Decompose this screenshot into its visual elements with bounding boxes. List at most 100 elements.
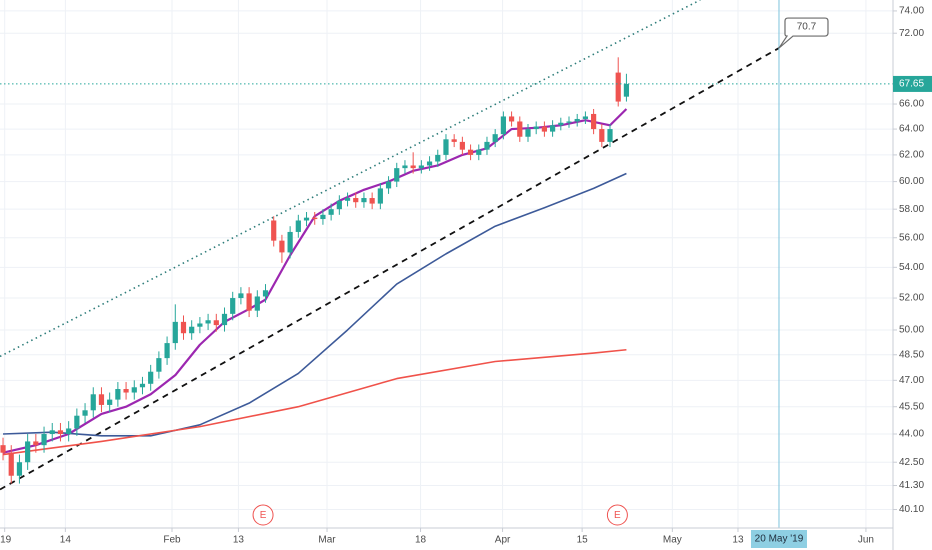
moving-average-line: [2, 348, 627, 456]
y-tick-label: 44.00: [899, 429, 924, 440]
candle-body: [25, 441, 31, 463]
x-tick-label: '19: [0, 535, 12, 546]
candle-body: [377, 188, 383, 204]
x-tick-label: Feb: [163, 535, 181, 546]
y-tick-label: 74.00: [899, 6, 924, 17]
candle-body: [443, 139, 449, 155]
plot-area: 70.7 E E: [0, 0, 893, 528]
candle-body: [230, 298, 236, 314]
candle-body: [180, 321, 187, 334]
candle-body: [49, 430, 55, 434]
candle-body: [344, 198, 351, 201]
candle-body: [549, 125, 556, 132]
crosshair-label-box: [750, 530, 807, 548]
y-tick-label: 52.00: [899, 293, 924, 304]
x-tick-label: 13: [233, 535, 245, 546]
y-tick-label: 60.00: [899, 176, 924, 187]
candle-body: [156, 358, 162, 372]
candle-body: [303, 217, 310, 221]
candle-body: [172, 321, 178, 344]
y-tick-label: 66.00: [899, 99, 924, 110]
candle-body: [90, 394, 96, 411]
x-tick-label: Jun: [858, 535, 874, 546]
moving-average-line: [2, 172, 627, 437]
candle-body: [361, 198, 367, 203]
candle-body: [0, 445, 6, 453]
x-tick-label: Apr: [495, 535, 511, 546]
y-tick-label: 48.50: [899, 349, 924, 360]
x-tick-label: 15: [577, 535, 589, 546]
candle-body: [525, 129, 531, 137]
candle-body: [402, 165, 408, 169]
candle-body: [517, 121, 523, 137]
candle-body: [484, 141, 490, 150]
candle-body: [451, 139, 457, 142]
x-tick-label: May: [663, 535, 682, 546]
y-tick-label: 41.30: [899, 480, 924, 491]
x-tick-label: Mar: [318, 535, 336, 546]
last-price-box: [893, 75, 932, 92]
candle-body: [74, 415, 80, 429]
candle-body: [16, 462, 23, 476]
earnings-marker: [606, 504, 628, 526]
candle-body: [131, 387, 137, 393]
candle-body: [205, 320, 211, 324]
callout-label: 70.7: [797, 22, 817, 33]
candle-body: [115, 389, 121, 400]
candle-body: [435, 154, 441, 162]
candle-body: [418, 165, 424, 169]
candle-body: [558, 122, 564, 126]
candle-body: [566, 121, 572, 123]
candle-body: [8, 452, 14, 476]
crosshair-label: 20 May '19: [755, 534, 804, 545]
candle-body: [213, 320, 219, 326]
candle-body: [467, 149, 474, 155]
trend-line: [0, 0, 701, 358]
y-tick-label: 50.00: [899, 325, 924, 336]
candle-body: [492, 134, 498, 142]
candle-body: [295, 220, 301, 232]
candle-body: [57, 430, 64, 434]
candle-body: [254, 296, 260, 311]
candle-body: [98, 394, 105, 405]
candle-body: [262, 290, 269, 297]
candle-body: [221, 313, 228, 326]
candle-body: [476, 149, 482, 155]
candle-body: [246, 293, 252, 311]
candle-body: [148, 371, 154, 384]
candle-body: [426, 161, 433, 166]
candle-body: [336, 200, 342, 210]
candle-body: [582, 116, 589, 119]
earnings-label: E: [260, 510, 267, 521]
candle-body: [574, 118, 580, 122]
y-tick-label: 54.00: [899, 262, 924, 273]
candle-body: [369, 198, 375, 204]
candle-body: [238, 293, 244, 299]
candle-body: [197, 323, 203, 327]
x-tick-label: 14: [60, 535, 72, 546]
candle-body: [287, 231, 293, 253]
candle-body: [500, 116, 506, 135]
y-tick-label: 42.50: [899, 457, 924, 468]
candle-body: [328, 209, 334, 215]
candle-body: [312, 217, 318, 220]
candle-body: [353, 198, 359, 203]
y-tick-label: 62.00: [899, 150, 924, 161]
earnings-marker: [252, 504, 274, 526]
candle-body: [271, 220, 277, 241]
candle-body: [508, 116, 515, 122]
candle-body: [607, 129, 613, 142]
candle-body: [189, 326, 195, 334]
candle-body: [599, 129, 605, 142]
y-tick-label: 47.00: [899, 375, 924, 386]
candle-body: [107, 399, 113, 405]
candle-body: [82, 410, 88, 416]
candle-body: [623, 83, 630, 97]
x-tick-label: 18: [415, 535, 427, 546]
candle-body: [459, 141, 465, 150]
candle-body: [541, 126, 547, 132]
last-price-label: 67.65: [899, 79, 924, 90]
